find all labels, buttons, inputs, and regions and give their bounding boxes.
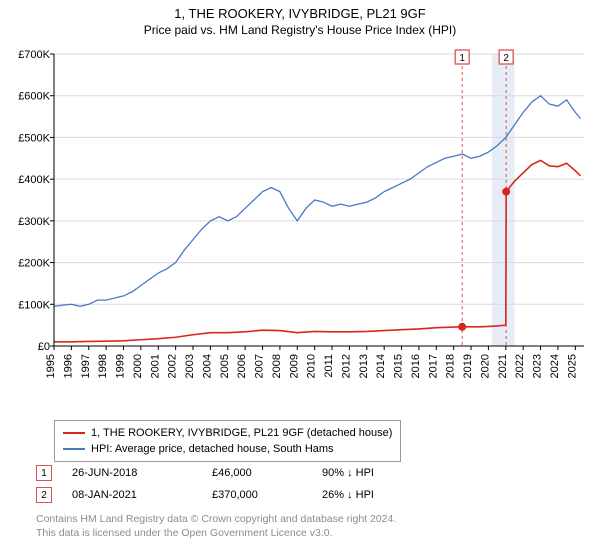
svg-text:2007: 2007 <box>254 354 266 378</box>
svg-text:2002: 2002 <box>167 354 179 378</box>
svg-text:2001: 2001 <box>149 354 161 378</box>
chart-area: £0 £100K £200K £300K £400K £500K £600K £700K 199… <box>10 46 590 416</box>
sale-marker: 2 <box>36 487 52 503</box>
svg-text:2025: 2025 <box>566 354 578 378</box>
svg-text:2014: 2014 <box>375 354 387 378</box>
line-chart: £0 £100K £200K £300K £400K £500K £600K £700K 199… <box>10 46 590 416</box>
svg-text:£700K: £700K <box>18 49 50 61</box>
svg-text:2013: 2013 <box>358 354 370 378</box>
svg-text:1998: 1998 <box>97 354 109 378</box>
legend-label: 1, THE ROOKERY, IVYBRIDGE, PL21 9GF (det… <box>91 427 392 439</box>
sale-date: 26-JUN-2018 <box>72 467 212 479</box>
legend-row: 1, THE ROOKERY, IVYBRIDGE, PL21 9GF (det… <box>63 425 392 441</box>
svg-text:2006: 2006 <box>236 354 248 378</box>
svg-text:2011: 2011 <box>323 354 335 378</box>
footer-attribution: Contains HM Land Registry data © Crown c… <box>36 512 396 540</box>
svg-text:2005: 2005 <box>219 354 231 378</box>
svg-text:1999: 1999 <box>115 354 127 378</box>
sale-row: 2 08-JAN-2021 £370,000 26% ↓ HPI <box>36 484 462 506</box>
svg-text:2017: 2017 <box>427 354 439 378</box>
legend-swatch <box>63 432 85 434</box>
sale-marker: 1 <box>36 465 52 481</box>
legend-label: HPI: Average price, detached house, Sout… <box>91 443 334 455</box>
sale-date: 08-JAN-2021 <box>72 489 212 501</box>
svg-text:2000: 2000 <box>132 354 144 378</box>
svg-text:£0: £0 <box>38 341 50 353</box>
sale-price: £46,000 <box>212 467 322 479</box>
sale-row: 1 26-JUN-2018 £46,000 90% ↓ HPI <box>36 462 462 484</box>
sales-table: 1 26-JUN-2018 £46,000 90% ↓ HPI 2 08-JAN… <box>36 462 462 506</box>
legend-swatch <box>63 448 85 450</box>
svg-text:2009: 2009 <box>288 354 300 378</box>
chart-container: 1, THE ROOKERY, IVYBRIDGE, PL21 9GF Pric… <box>0 0 600 560</box>
svg-text:2022: 2022 <box>514 354 526 378</box>
svg-text:2008: 2008 <box>271 354 283 378</box>
svg-text:£600K: £600K <box>18 91 50 103</box>
title-address: 1, THE ROOKERY, IVYBRIDGE, PL21 9GF <box>0 6 600 21</box>
svg-text:2024: 2024 <box>549 354 561 378</box>
sale-pct: 26% ↓ HPI <box>322 489 462 501</box>
svg-text:£400K: £400K <box>18 174 50 186</box>
svg-text:£500K: £500K <box>18 132 50 144</box>
svg-text:1995: 1995 <box>45 354 57 378</box>
svg-text:1: 1 <box>459 53 465 64</box>
svg-text:2019: 2019 <box>462 354 474 378</box>
svg-text:2021: 2021 <box>497 354 509 378</box>
sale-pct: 90% ↓ HPI <box>322 467 462 479</box>
svg-text:2012: 2012 <box>340 354 352 378</box>
svg-text:2004: 2004 <box>201 354 213 378</box>
sale-price: £370,000 <box>212 489 322 501</box>
svg-text:1996: 1996 <box>62 354 74 378</box>
footer-line: Contains HM Land Registry data © Crown c… <box>36 512 396 526</box>
legend: 1, THE ROOKERY, IVYBRIDGE, PL21 9GF (det… <box>54 420 401 462</box>
svg-text:£100K: £100K <box>18 299 50 311</box>
svg-text:2016: 2016 <box>410 354 422 378</box>
legend-row: HPI: Average price, detached house, Sout… <box>63 441 392 457</box>
svg-text:2015: 2015 <box>393 354 405 378</box>
svg-text:2020: 2020 <box>479 354 491 378</box>
title-block: 1, THE ROOKERY, IVYBRIDGE, PL21 9GF Pric… <box>0 0 600 37</box>
svg-text:2023: 2023 <box>532 354 544 378</box>
svg-text:2: 2 <box>503 53 509 64</box>
footer-line: This data is licensed under the Open Gov… <box>36 526 396 540</box>
svg-text:2018: 2018 <box>445 354 457 378</box>
svg-text:2010: 2010 <box>306 354 318 378</box>
svg-text:£200K: £200K <box>18 258 50 270</box>
title-subtitle: Price paid vs. HM Land Registry's House … <box>0 23 600 37</box>
svg-text:£300K: £300K <box>18 216 50 228</box>
svg-text:2003: 2003 <box>184 354 196 378</box>
svg-text:1997: 1997 <box>80 354 92 378</box>
